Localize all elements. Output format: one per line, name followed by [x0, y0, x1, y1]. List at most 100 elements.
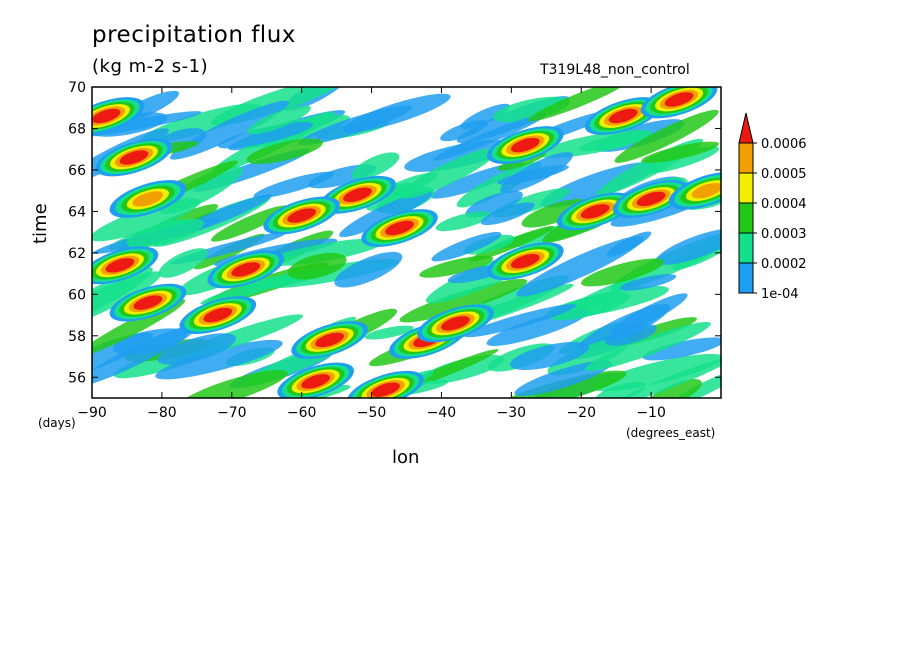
- precip-level-band: [133, 295, 163, 310]
- field-streak: [460, 103, 510, 129]
- field-streak: [399, 147, 498, 199]
- field-streak: [619, 274, 677, 291]
- y-tick-label: 68: [68, 121, 86, 137]
- field-streak: [178, 369, 288, 398]
- field-streak: [645, 378, 702, 398]
- precip-level-band: [203, 307, 233, 323]
- field-streak: [92, 198, 201, 242]
- field-streak: [431, 231, 502, 262]
- precip-cell: [612, 180, 690, 218]
- field-streak: [480, 202, 535, 226]
- field-streak: [246, 138, 323, 164]
- x-tick-label: −30: [497, 405, 527, 421]
- field-streak: [399, 278, 528, 323]
- colorbar-label: 0.0003: [761, 227, 807, 242]
- precip-cell: [109, 180, 187, 218]
- precip-cell: [179, 296, 257, 334]
- precip-cell: [92, 246, 159, 285]
- precip-level-band: [580, 204, 610, 219]
- field-streak: [465, 190, 523, 218]
- x-tick-label: −70: [217, 405, 247, 421]
- field-streak: [126, 218, 205, 248]
- field-streak: [592, 353, 721, 392]
- x-tick-label: −50: [357, 405, 387, 421]
- colorbar-extend-arrow: [738, 112, 754, 144]
- precip-level-band: [664, 92, 694, 107]
- colorbar-label: 1e-04: [761, 287, 799, 302]
- precip-level-band: [385, 220, 414, 236]
- field-streak: [500, 152, 573, 194]
- plot-area: [92, 87, 721, 398]
- field-streak: [528, 87, 629, 122]
- precip-cell: [486, 242, 564, 281]
- precip-level-band: [510, 253, 540, 269]
- colorbar-label: 0.0002: [761, 257, 807, 272]
- field-streak: [210, 205, 290, 242]
- field-streak: [549, 291, 631, 321]
- field-streak: [547, 337, 630, 376]
- y-tick-label: 62: [68, 246, 86, 262]
- colorbar-segment: [738, 202, 754, 234]
- field-streak: [351, 152, 400, 180]
- y-tick-label: 64: [68, 204, 86, 220]
- precip-cell: [109, 283, 187, 322]
- field-streak: [247, 105, 311, 135]
- field-streak: [606, 231, 652, 257]
- precip-cell: [291, 321, 368, 359]
- colorbar: 1e-04 0.0002 0.0003 0.0004 0.0005 0.0006: [738, 112, 807, 302]
- field-streak: [537, 129, 653, 158]
- field-streak: [419, 255, 494, 278]
- field-streak: [584, 321, 711, 372]
- field-streak: [157, 333, 236, 365]
- precip-level-band: [105, 258, 135, 273]
- field-streak: [581, 258, 665, 287]
- field-streak: [92, 271, 162, 333]
- plot-frame: [91, 86, 722, 399]
- y-axis-units: (days): [38, 416, 76, 430]
- field-streak: [217, 121, 313, 149]
- precip-cell: [556, 192, 634, 231]
- precip-cell: [92, 97, 145, 135]
- field-streak: [655, 228, 721, 265]
- field-streak: [464, 304, 577, 338]
- chart-title: precipitation flux: [92, 22, 296, 48]
- field-streak: [430, 162, 526, 199]
- precip-cell: [640, 87, 718, 119]
- field-streak: [158, 248, 208, 278]
- x-tick-label: −10: [636, 405, 666, 421]
- x-tick-label: −40: [427, 405, 457, 421]
- precip-level-band: [301, 374, 331, 389]
- precip-cell: [277, 362, 354, 398]
- field-streak: [641, 141, 719, 164]
- precip-cell: [207, 250, 285, 289]
- colorbar-segment: [738, 142, 754, 174]
- field-streak: [578, 304, 671, 351]
- field-streak: [469, 225, 555, 262]
- y-tick-label: 60: [68, 287, 86, 303]
- colorbar-segment: [738, 172, 754, 204]
- colorbar-segment: [738, 262, 754, 294]
- precip-level-band: [691, 182, 721, 199]
- field-streak: [92, 324, 199, 387]
- colorbar-label: 0.0004: [761, 197, 807, 212]
- precip-cell: [361, 209, 438, 247]
- y-tick-label: 58: [68, 329, 86, 345]
- colorbar-segment: [738, 232, 754, 264]
- x-tick-label: −60: [287, 405, 317, 421]
- x-tick-label: −20: [566, 405, 596, 421]
- precip-level-band: [371, 382, 400, 397]
- precip-level-band: [287, 208, 317, 223]
- field-streak: [265, 238, 385, 266]
- field-streak: [604, 324, 657, 346]
- precip-level-band: [92, 108, 121, 124]
- field-streak: [92, 332, 153, 379]
- field-streak: [642, 337, 721, 361]
- y-tick-label: 70: [68, 80, 86, 96]
- field-streak: [334, 251, 403, 288]
- precip-level-band: [132, 191, 164, 207]
- run-label: T319L48_non_control: [540, 62, 690, 78]
- field-streak: [287, 252, 347, 280]
- precip-cell: [263, 196, 340, 235]
- field-streak: [614, 109, 719, 163]
